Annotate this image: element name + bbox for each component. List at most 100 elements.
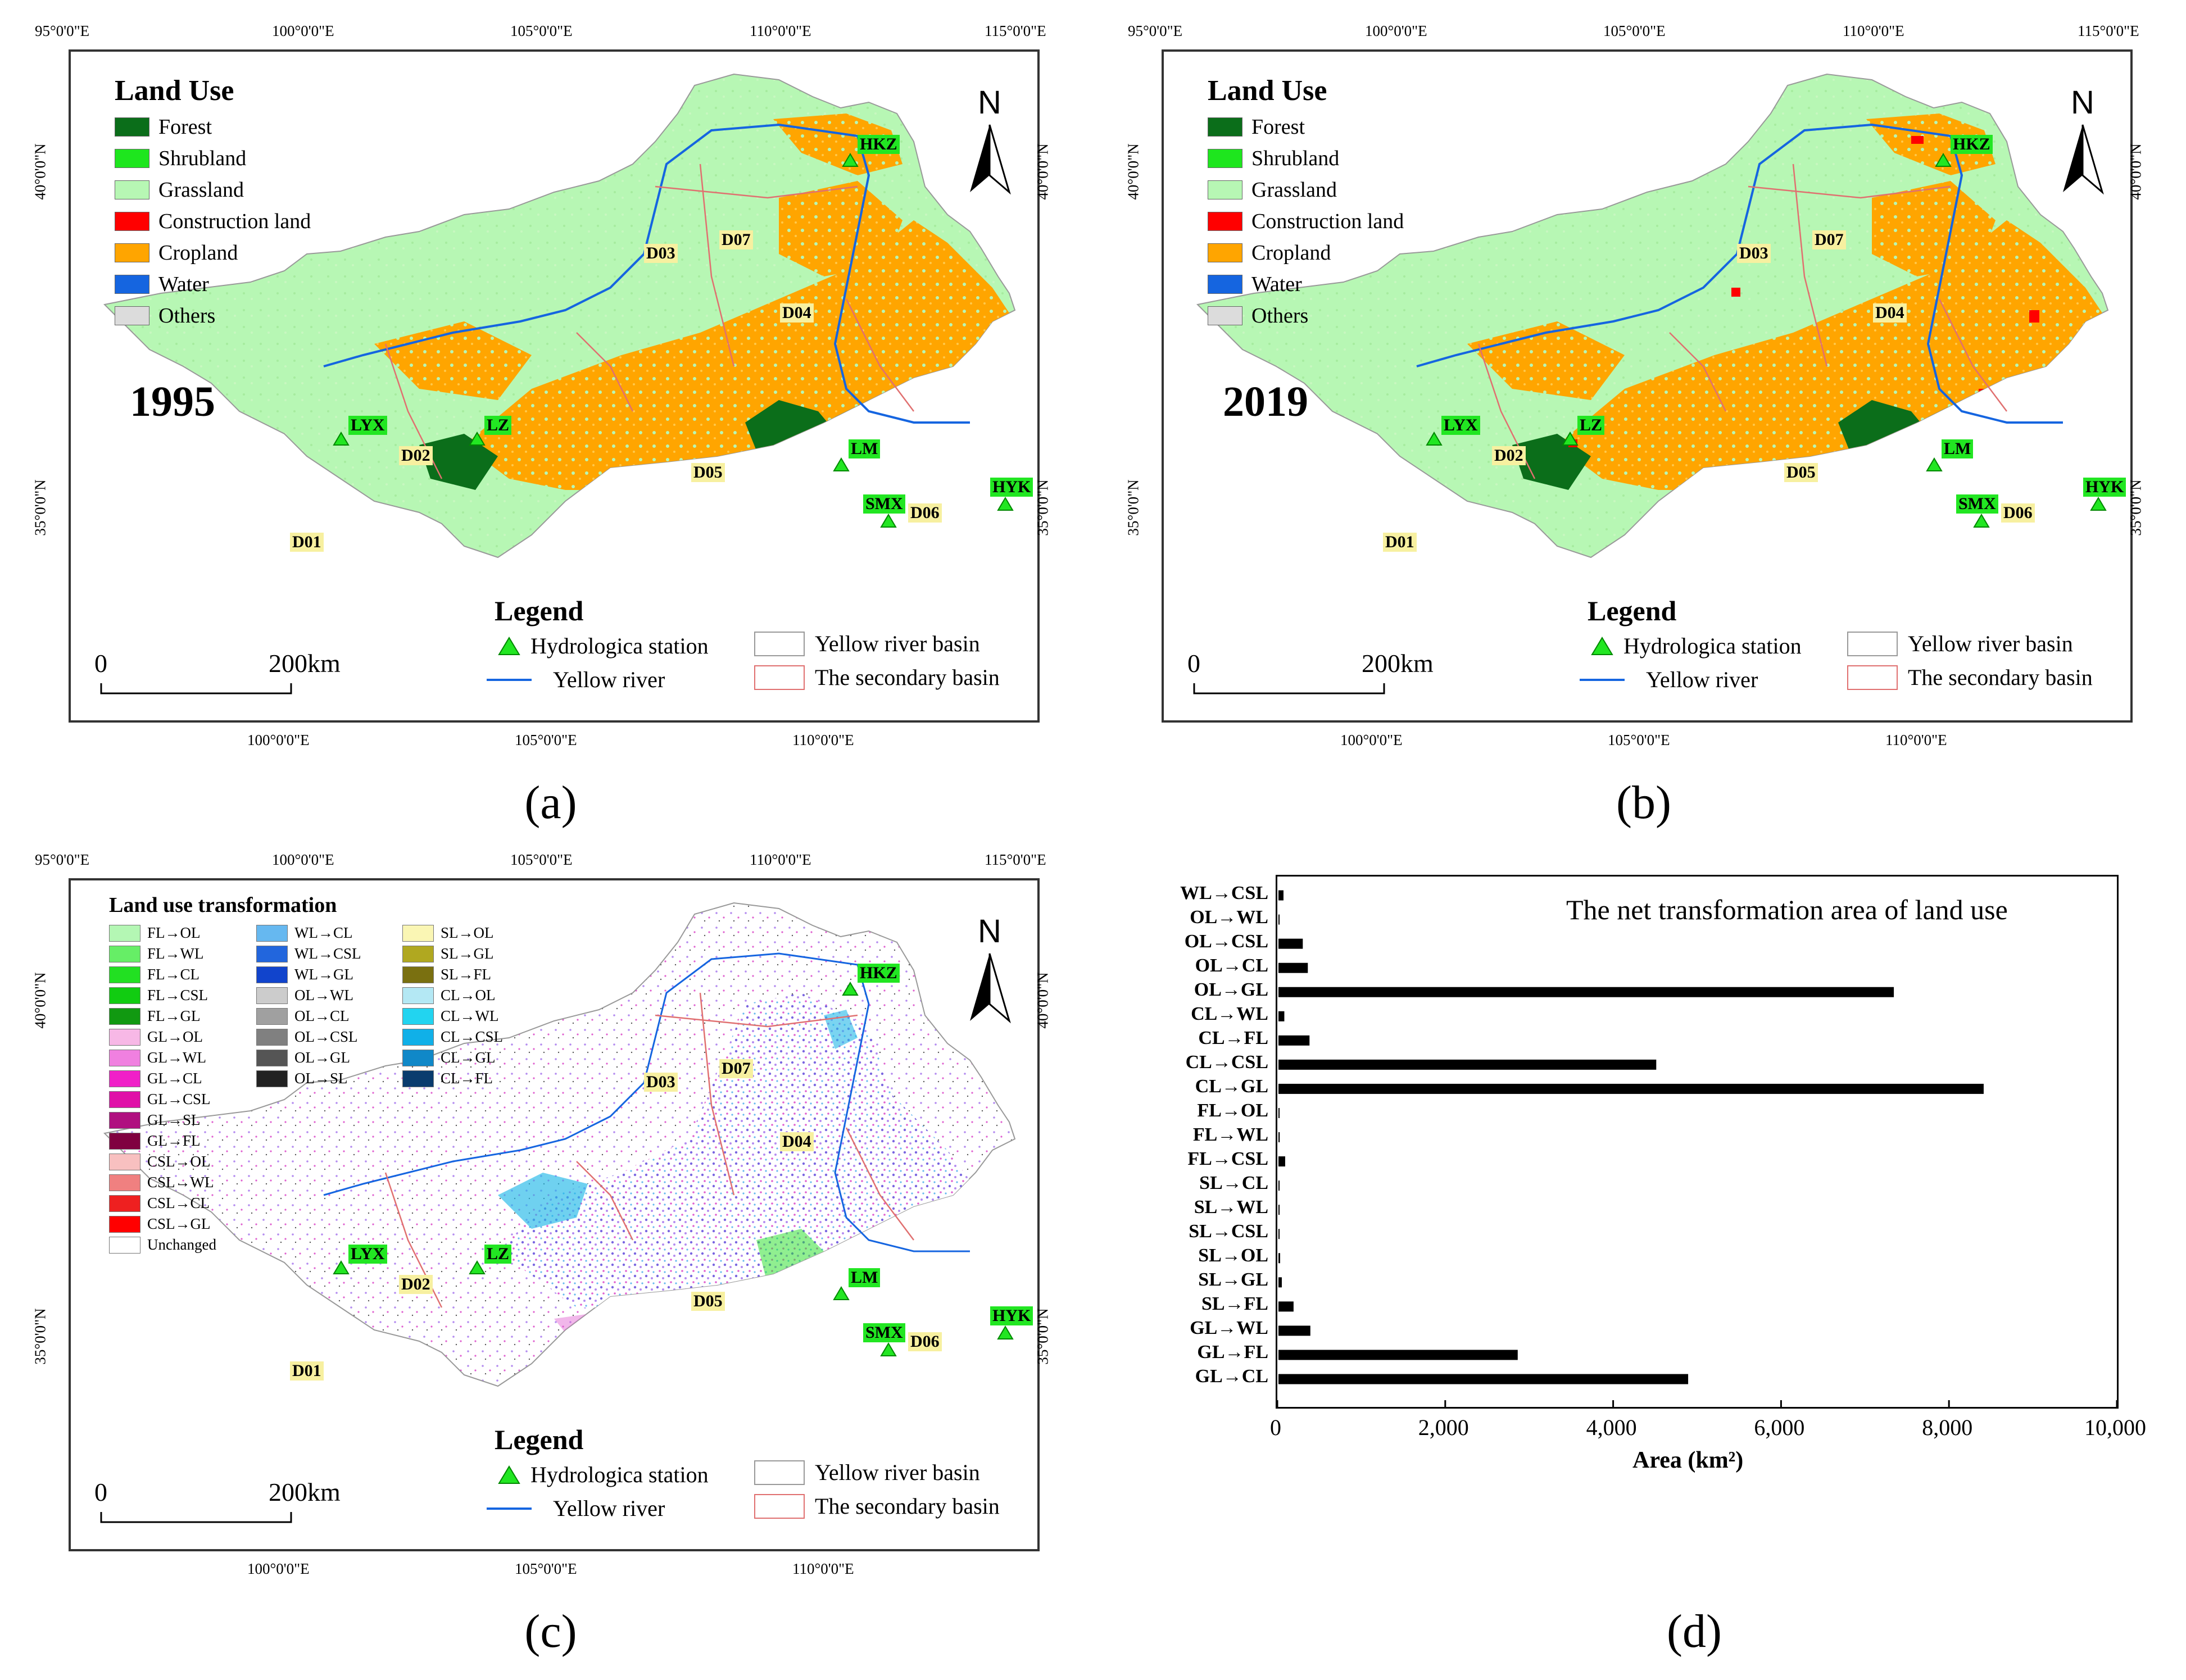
bar: [1278, 1132, 1280, 1142]
secondary-box-icon: [1847, 665, 1898, 690]
cropland-region-mid: [1872, 181, 1995, 276]
bar: [1278, 1156, 1285, 1167]
category-label: SL→FL: [1201, 1293, 1268, 1315]
station-label-smx: SMX: [1956, 494, 1998, 514]
station-triangle-icon: [1926, 457, 1943, 471]
secondary-box-icon: [754, 1493, 805, 1519]
coord-top: 110°0'0"E: [750, 22, 811, 39]
transformation-item: OL→WL: [256, 987, 353, 1004]
scale-bar-icon: [100, 683, 292, 694]
swatch: [256, 1028, 288, 1046]
basin-label-d05: D05: [1784, 463, 1818, 482]
legend-basin: Yellow river basin: [754, 630, 980, 657]
transformation-item: FL→WL: [109, 945, 204, 962]
yellow-river-line: [323, 123, 970, 424]
swatch-grassland: [1208, 180, 1242, 199]
transformation-item: CL→OL: [402, 987, 496, 1004]
swatch: [402, 987, 434, 1004]
legend-station: Hydrologica station: [498, 633, 709, 659]
coord-top: 95°0'0"E: [35, 22, 90, 39]
swatch: [256, 1007, 288, 1025]
station-triangle-icon: [842, 153, 859, 167]
coord-bottom: 100°0'0"E: [247, 1560, 310, 1577]
land-use-item: Shrubland: [115, 146, 246, 171]
swatch: [109, 966, 140, 983]
bar: [1278, 1011, 1285, 1021]
transformation-item: CSL→CL: [109, 1195, 210, 1212]
swatch: [256, 966, 288, 983]
yellow-river-line: [1416, 123, 2063, 424]
coord-top: 95°0'0"E: [1128, 22, 1183, 39]
svg-text:N: N: [2071, 85, 2094, 121]
transformation-item: FL→OL: [109, 924, 201, 942]
panel-label-d: (d): [1667, 1605, 1722, 1658]
land-use-item: Grassland: [1208, 178, 1337, 202]
station-triangle-icon: [997, 1325, 1014, 1340]
bar: [1278, 1325, 1310, 1336]
legend-basin: Yellow river basin: [754, 1459, 980, 1486]
legend-title: Legend: [495, 595, 584, 626]
category-label: CL→FL: [1198, 1027, 1268, 1048]
category-label: FL→OL: [1197, 1100, 1268, 1121]
transformation-cyan-region-2: [824, 1010, 858, 1049]
coord-top: 105°0'0"E: [510, 851, 573, 868]
category-label: OL→CSL: [1184, 930, 1268, 952]
coord-side: 35°0'0"N: [2127, 479, 2144, 536]
transformation-item: GL→SL: [109, 1111, 201, 1129]
panel-d: The net transformation area of land use …: [1093, 840, 2186, 1680]
station-triangle-icon: [469, 432, 486, 446]
category-label: FL→WL: [1192, 1124, 1268, 1145]
chart-title: The net transformation area of land use: [1566, 894, 2008, 925]
station-triangle-icon: [1562, 432, 1579, 446]
cropland-region-mid: [779, 181, 902, 276]
x-axis-label: Area (km²): [1632, 1447, 1744, 1473]
bar: [1278, 1059, 1657, 1070]
basin-box-icon: [754, 1460, 805, 1485]
basin-label-d07: D07: [719, 1059, 753, 1078]
land-use-transformation-map: [104, 902, 1015, 1387]
basin-label-d02: D02: [399, 1275, 433, 1294]
bar: [1278, 1035, 1310, 1046]
station-label-lm: LM: [1942, 439, 1974, 458]
svg-text:N: N: [978, 85, 1001, 121]
station-triangle-icon: [469, 1260, 486, 1274]
category-label: CL→WL: [1191, 1003, 1268, 1024]
cropland-region-west: [374, 321, 532, 400]
transformation-item: CL→FL: [402, 1070, 493, 1087]
swatch: [109, 945, 140, 962]
land-use-item: Water: [115, 272, 209, 297]
transformation-item: GL→WL: [109, 1049, 206, 1066]
swatch: [256, 987, 288, 1004]
station-label-hkz: HKZ: [858, 135, 900, 154]
station-label-lz: LZ: [484, 1245, 512, 1264]
transformation-item: SL→OL: [402, 924, 494, 942]
coord-top: 115°0'0"E: [2078, 22, 2139, 39]
swatch: [109, 1091, 140, 1108]
swatch-water: [1208, 275, 1242, 294]
basin-label-d06: D06: [908, 503, 942, 523]
category-label: GL→CL: [1195, 1366, 1268, 1387]
x-tick-label: 2,000: [1418, 1415, 1469, 1440]
land-use-map-1995: [104, 74, 1015, 558]
coord-top: 110°0'0"E: [1843, 22, 1904, 39]
bar: [1278, 1180, 1280, 1191]
station-triangle-icon: [1973, 514, 1990, 528]
transformation-item: SL→GL: [402, 945, 494, 962]
swatch: [402, 924, 434, 942]
category-label: CL→CSL: [1185, 1051, 1268, 1073]
map-frame-b: Land Use Forest Shrubland Grassland Cons…: [1162, 49, 2133, 723]
transformation-item: CL→GL: [402, 1049, 496, 1066]
panel-b: Land Use Forest Shrubland Grassland Cons…: [1093, 0, 2186, 840]
bar: [1278, 1374, 1689, 1384]
secondary-box-icon: [754, 665, 805, 690]
station-triangle-icon: [997, 497, 1014, 511]
swatch: [402, 945, 434, 962]
coord-side: 40°0'0"N: [31, 143, 49, 200]
swatch-others: [115, 306, 149, 325]
swatch: [109, 1153, 140, 1170]
secondary-basin-lines: [384, 992, 914, 1308]
svg-text:N: N: [978, 914, 1001, 950]
swatch: [256, 945, 288, 962]
swatch: [109, 1070, 140, 1087]
legend-station: Hydrologica station: [498, 1461, 709, 1488]
